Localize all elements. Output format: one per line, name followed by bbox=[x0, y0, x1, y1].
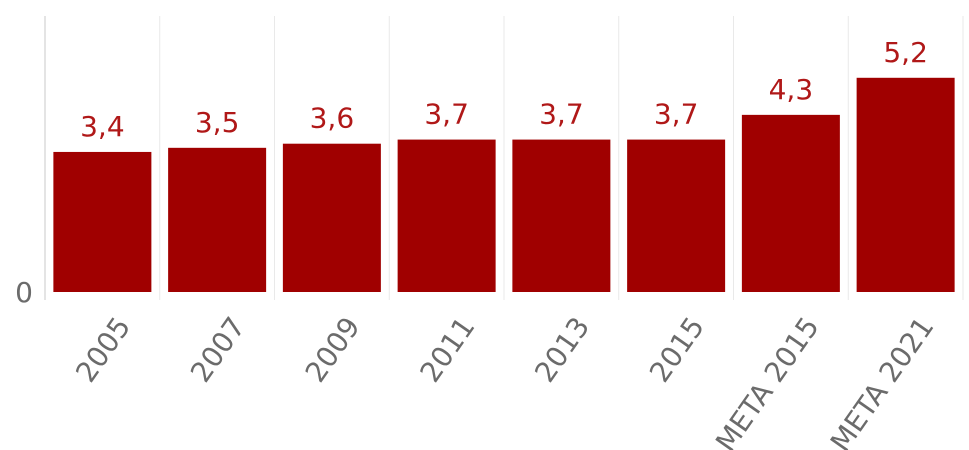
value-label: 4,3 bbox=[769, 73, 814, 106]
bar-meta-2021 bbox=[856, 77, 955, 292]
bar-2015 bbox=[627, 139, 726, 292]
x-tick-label: META 2015 bbox=[709, 311, 826, 450]
value-label: 3,7 bbox=[654, 98, 699, 131]
x-tick-label: 2013 bbox=[528, 311, 596, 388]
x-tick-label: 2011 bbox=[413, 311, 481, 388]
value-label: 3,7 bbox=[424, 98, 469, 131]
value-label: 3,5 bbox=[195, 106, 240, 139]
bars bbox=[53, 77, 955, 293]
value-label: 5,2 bbox=[883, 36, 928, 69]
bar-2005 bbox=[53, 151, 152, 292]
bar-2009 bbox=[282, 143, 381, 292]
value-label: 3,7 bbox=[539, 98, 584, 131]
value-label: 3,4 bbox=[80, 110, 125, 143]
x-tick-label: 2015 bbox=[643, 311, 711, 388]
grid-lines bbox=[44, 16, 964, 300]
value-labels: 3,4 3,5 3,6 3,7 3,7 3,7 4,3 5,2 bbox=[80, 36, 928, 143]
y-tick-label-0: 0 bbox=[15, 276, 33, 309]
x-tick-label: META 2021 bbox=[824, 311, 941, 450]
bar-meta-2015 bbox=[741, 114, 840, 293]
x-tick-label: 2005 bbox=[69, 311, 137, 388]
bar-2013 bbox=[512, 139, 611, 292]
bar-2011 bbox=[397, 139, 496, 292]
bar-2007 bbox=[168, 147, 267, 292]
x-tick-label: 2007 bbox=[184, 311, 252, 388]
x-tick-label: 2009 bbox=[299, 311, 367, 388]
value-label: 3,6 bbox=[310, 102, 355, 135]
